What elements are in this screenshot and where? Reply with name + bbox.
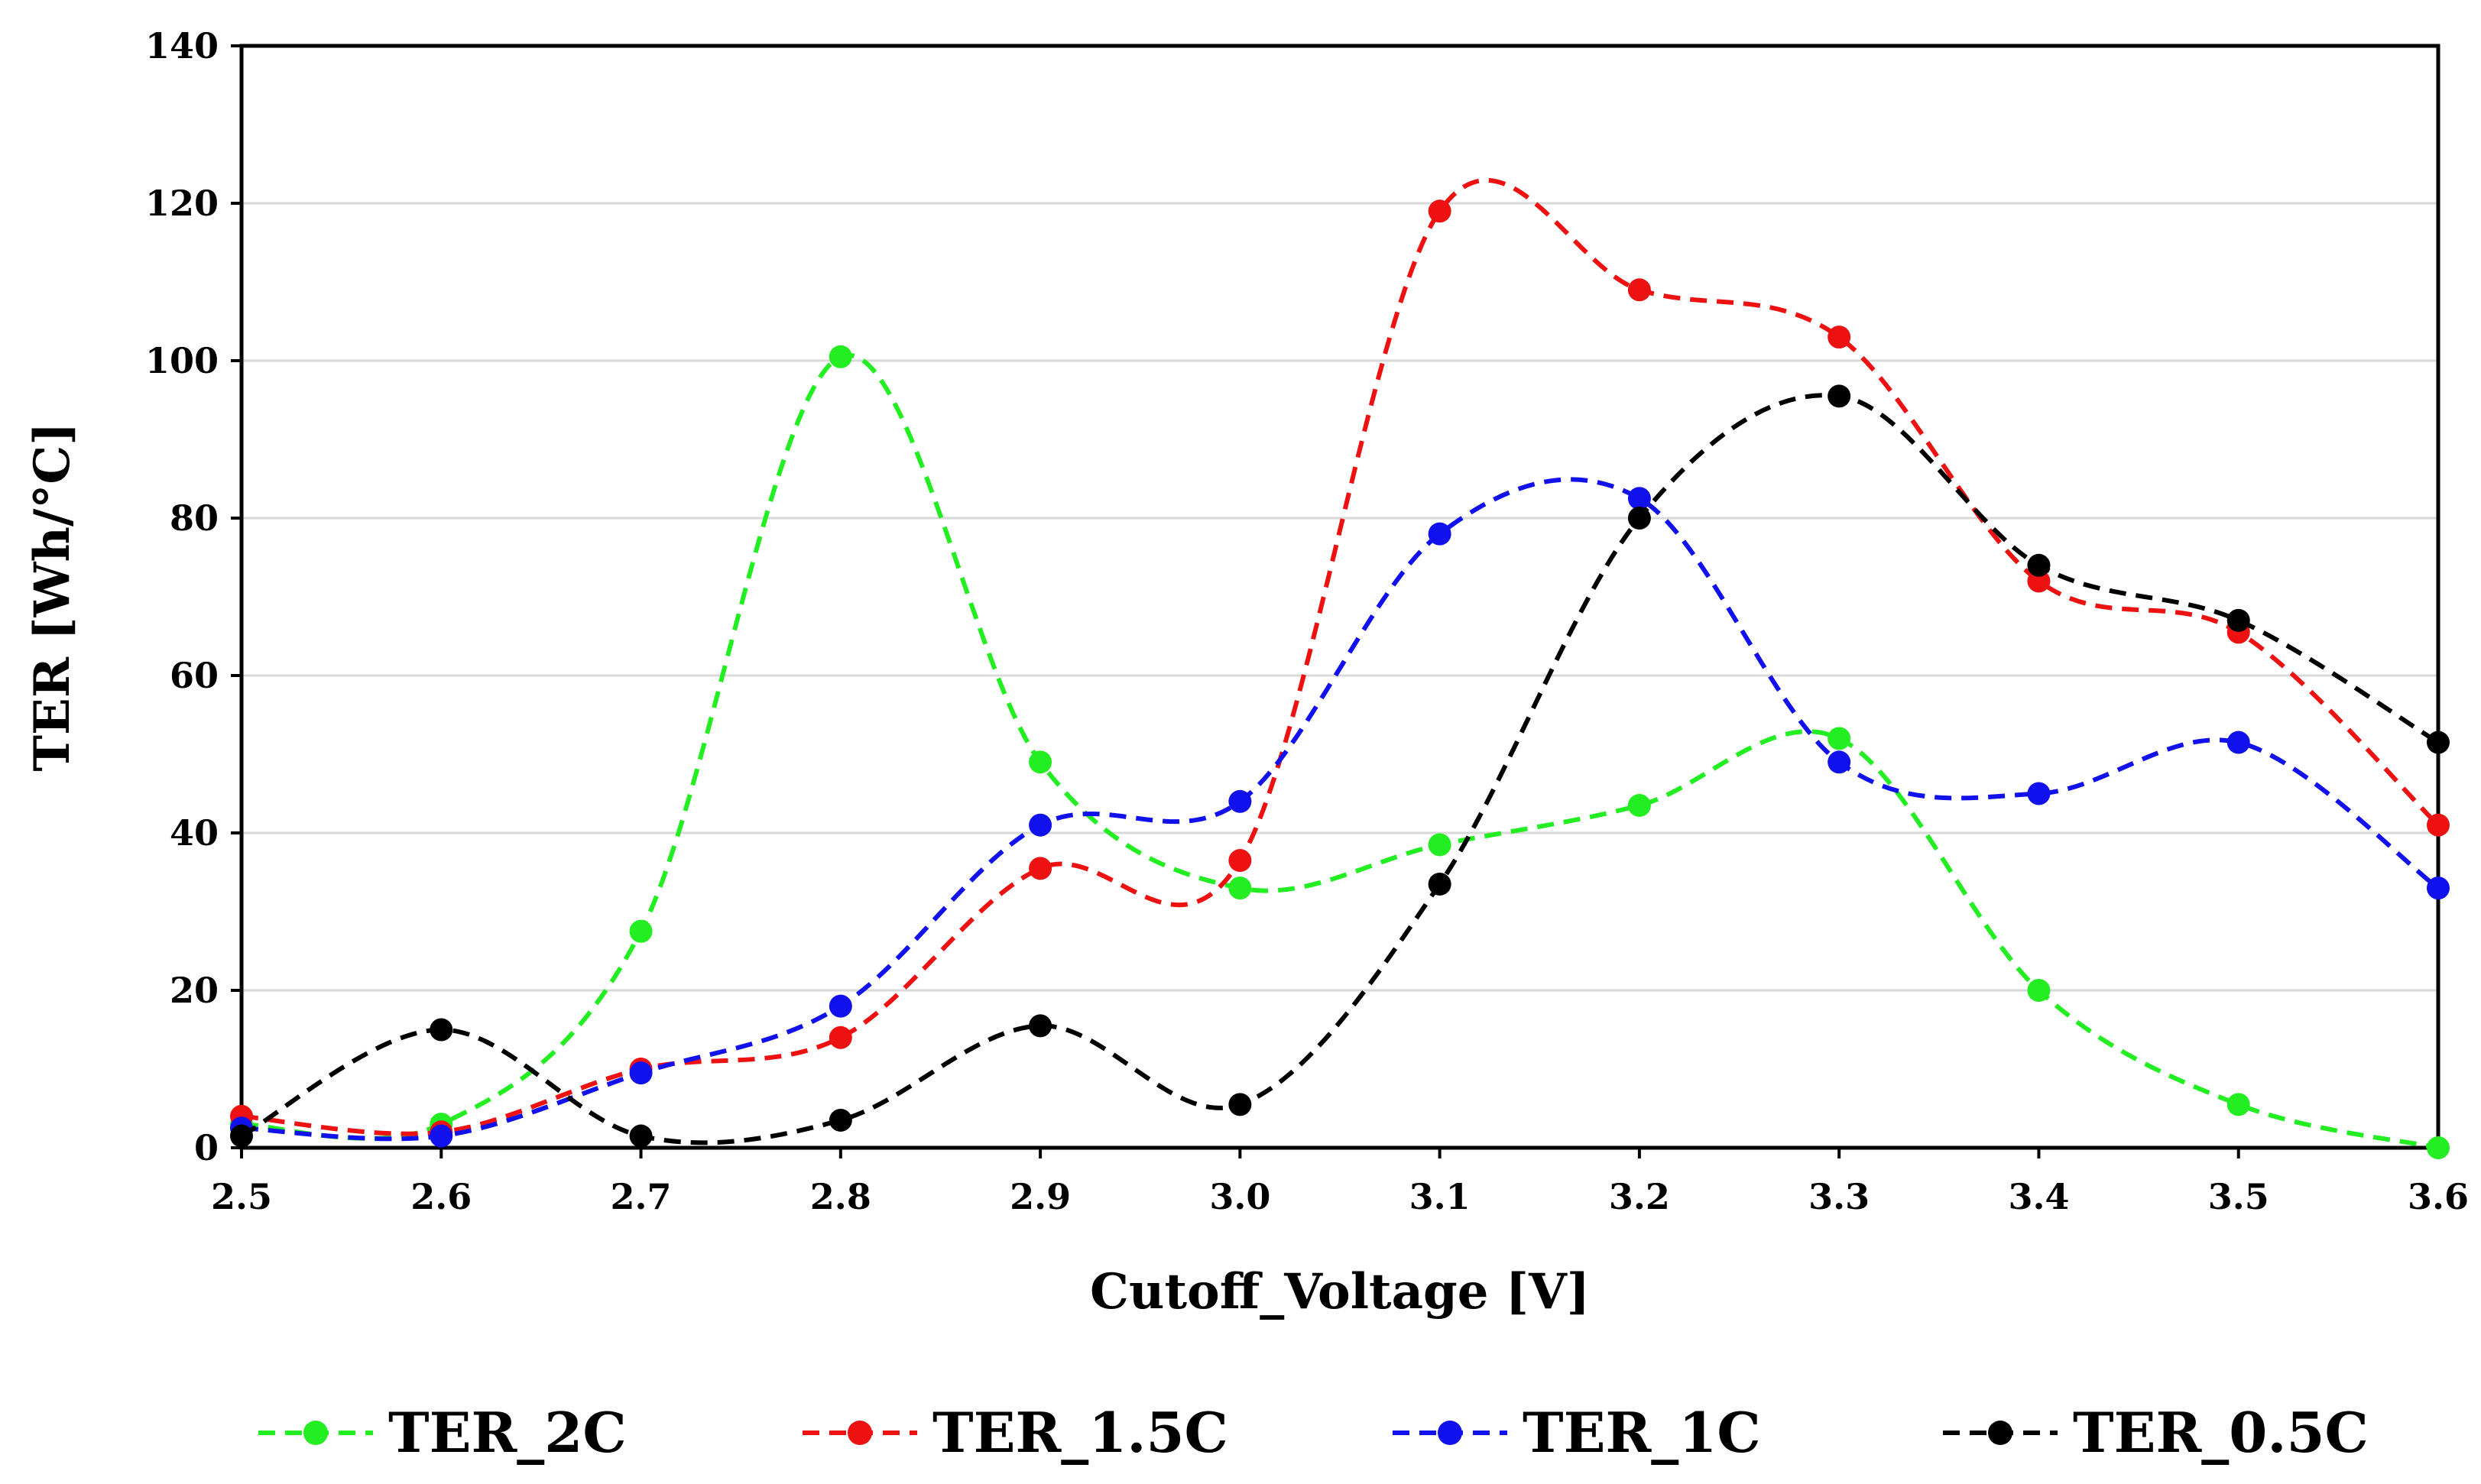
x-tick-label: 3.3 <box>1808 1176 1870 1217</box>
y-tick-label: 20 <box>170 970 219 1011</box>
series-ter-2c <box>230 345 2450 1159</box>
data-point-ter-0-5c <box>1029 1014 1052 1038</box>
data-point-ter-0-5c <box>1228 1093 1252 1116</box>
data-point-ter-2c <box>2027 979 2051 1002</box>
y-tick-label: 60 <box>170 655 219 696</box>
legend-label: TER_0.5C <box>2073 1400 2369 1465</box>
data-point-ter-0-5c <box>629 1124 653 1148</box>
data-point-ter-1c <box>1228 789 1252 813</box>
legend-label: TER_2C <box>388 1400 627 1465</box>
data-point-ter-0-5c <box>2427 731 2450 754</box>
data-point-ter-0-5c <box>1828 384 1851 408</box>
plot-area-frame <box>239 44 2440 1150</box>
legend-item-ter-1c: TER_1C <box>1393 1400 1761 1465</box>
series-group <box>230 177 2450 1159</box>
y-tick-label: 120 <box>145 183 219 224</box>
legend-item-ter-1-5c: TER_1.5C <box>803 1400 1228 1465</box>
legend-item-ter-0-5c: TER_0.5C <box>1943 1400 2369 1465</box>
legend: TER_2C TER_1.5C TER_1C TER_0.5C <box>258 1400 2369 1465</box>
data-point-ter-1c <box>2226 731 2250 754</box>
data-point-ter-1-5c <box>1428 199 1451 223</box>
data-point-ter-1-5c <box>2027 569 2051 593</box>
legend-swatch-marker <box>303 1421 328 1445</box>
data-point-ter-0-5c <box>2027 553 2051 577</box>
data-point-ter-1-5c <box>2427 813 2450 837</box>
gridlines <box>242 202 2438 992</box>
legend-item-ter-2c: TER_2C <box>258 1400 627 1465</box>
series-line-ter-1c <box>241 477 2440 1142</box>
data-point-ter-1-5c <box>1228 849 1252 873</box>
x-tick-label: 3.2 <box>1609 1176 1670 1217</box>
series-line-ter-0-5c <box>240 393 2440 1145</box>
x-axis-ticks: 2.5 2.6 2.7 2.8 2.9 3.0 3.1 3.2 3.3 3.4 3.5 3.6 <box>211 1148 2469 1217</box>
data-point-ter-2c <box>829 345 852 368</box>
data-point-ter-2c <box>1228 876 1252 900</box>
legend-label: TER_1C <box>1523 1400 1761 1465</box>
legend-label: TER_1.5C <box>932 1400 1228 1465</box>
data-point-ter-0-5c <box>430 1018 453 1042</box>
legend-swatch-marker <box>1988 1421 2012 1445</box>
data-point-ter-2c <box>1627 793 1651 817</box>
data-point-ter-1c <box>829 994 852 1018</box>
y-tick-label: 0 <box>194 1127 219 1168</box>
legend-swatch-marker <box>848 1421 872 1445</box>
y-tick-label: 140 <box>145 25 219 66</box>
series-ter-1c <box>230 477 2450 1148</box>
y-tick-label: 80 <box>170 497 219 539</box>
x-tick-label: 3.0 <box>1209 1176 1270 1217</box>
data-point-ter-2c <box>1029 750 1052 774</box>
y-axis-ticks: 0 20 40 60 80 100 120 140 <box>145 25 242 1168</box>
data-point-ter-2c <box>1428 833 1451 857</box>
data-point-ter-1c <box>629 1061 653 1085</box>
x-tick-label: 2.9 <box>1010 1176 1071 1217</box>
data-point-ter-0-5c <box>1428 872 1451 896</box>
x-tick-label: 3.6 <box>2408 1176 2469 1217</box>
y-tick-label: 100 <box>145 340 219 381</box>
data-point-ter-1c <box>1029 813 1052 837</box>
y-tick-label: 40 <box>170 812 219 854</box>
data-point-ter-1-5c <box>1029 857 1052 880</box>
data-point-ter-0-5c <box>829 1108 852 1132</box>
data-point-ter-2c <box>2226 1093 2250 1116</box>
legend-swatch-marker <box>1438 1421 1462 1445</box>
data-point-ter-1-5c <box>829 1026 852 1049</box>
x-tick-label: 3.5 <box>2208 1176 2269 1217</box>
data-point-ter-1c <box>1627 487 1651 510</box>
x-tick-label: 2.8 <box>810 1176 871 1217</box>
x-tick-label: 3.1 <box>1409 1176 1471 1217</box>
data-point-ter-2c <box>1828 727 1851 750</box>
x-tick-label: 3.4 <box>2008 1176 2069 1217</box>
series-ter-1-5c <box>230 177 2450 1144</box>
y-axis-title: TER [Wh/°C] <box>24 422 81 771</box>
data-point-ter-1-5c <box>1627 278 1651 302</box>
data-point-ter-1c <box>1828 750 1851 774</box>
data-point-ter-2c <box>629 919 653 943</box>
data-point-ter-1-5c <box>1828 326 1851 349</box>
data-point-ter-0-5c <box>230 1124 253 1148</box>
data-point-ter-1c <box>1428 522 1451 546</box>
series-ter-0-5c <box>230 384 2450 1148</box>
data-point-ter-0-5c <box>1627 507 1651 530</box>
series-line-ter-2c <box>241 352 2439 1150</box>
data-point-ter-1c <box>2427 876 2450 900</box>
x-tick-label: 2.7 <box>611 1176 672 1217</box>
x-axis-title: Cutoff_Voltage [V] <box>1090 1263 1590 1320</box>
x-tick-label: 2.6 <box>410 1176 472 1217</box>
data-point-ter-1c <box>430 1124 453 1148</box>
data-point-ter-1c <box>2027 782 2051 805</box>
data-point-ter-2c <box>2427 1136 2450 1159</box>
x-tick-label: 2.5 <box>211 1176 272 1217</box>
data-point-ter-0-5c <box>2226 608 2250 632</box>
